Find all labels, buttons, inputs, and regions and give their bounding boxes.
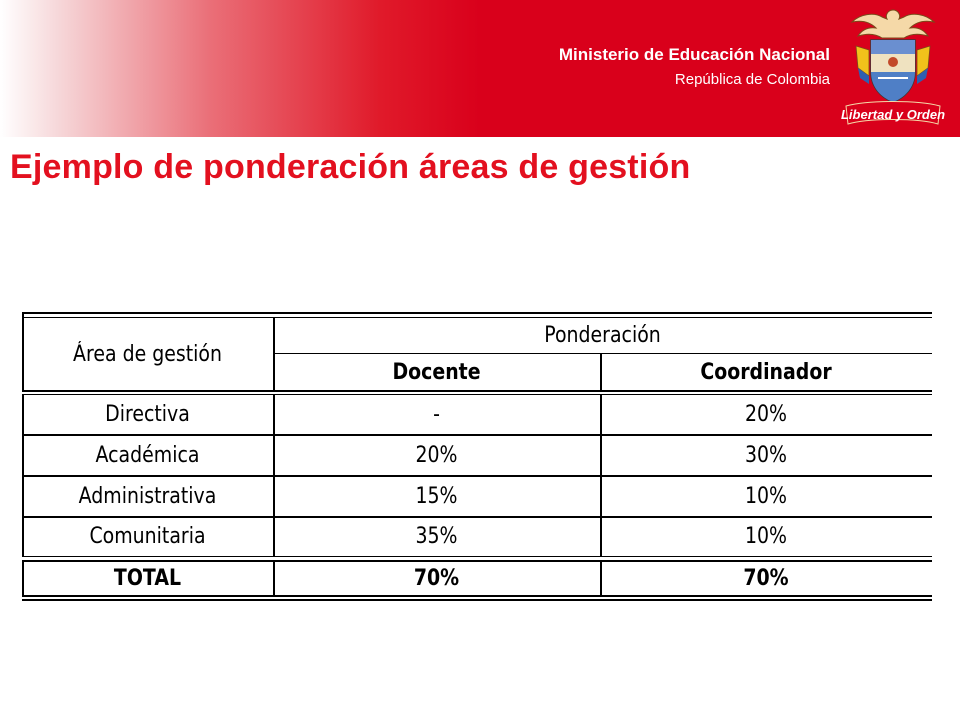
area-cell: Académica [95,442,200,468]
emblem-motto: Libertad y Orden [840,107,946,122]
header-banner: Ministerio de Educación Nacional Repúbli… [0,0,960,137]
row-divider [22,475,932,477]
area-column-divider [273,560,275,595]
docente-cell: 20% [415,442,458,468]
ponderacion-header: Ponderación [544,323,661,348]
coat-of-arms-icon [845,9,941,125]
area-cell: Administrativa [78,483,217,509]
area-header: Área de gestión [73,341,222,367]
total-top-border-inner [22,560,932,562]
area-cell: Directiva [105,402,190,427]
left-border [22,560,24,595]
coordinador-cell: 20% [744,402,788,427]
row-divider [22,434,932,436]
coordinador-cell: 30% [744,442,788,468]
left-border [22,394,24,556]
total-label: TOTAL [113,565,182,591]
area-column-divider [273,394,275,556]
ministry-name: Ministerio de Educación Nacional [558,45,830,64]
total-coordinador: 70% [743,565,789,591]
coordinador-cell: 10% [744,524,788,549]
coordinador-cell: 10% [744,483,788,509]
page-title: Ejemplo de ponderación áreas de gestión [10,148,691,186]
coordinador-header: Coordinador [700,359,832,385]
header-bottom-border [22,390,932,392]
docente-cell: 35% [415,524,458,549]
docente-column-divider [600,353,602,390]
header-bottom-border-inner [22,394,932,395]
table-bottom-border [22,595,932,597]
ponderacion-divider [273,353,932,354]
left-border [22,312,24,390]
docente-column-divider [600,560,602,595]
total-docente: 70% [413,565,460,591]
country-name: República de Colombia [674,71,830,88]
table-bottom-border-inner [22,599,932,601]
docente-column-divider [600,394,602,556]
docente-cell: 15% [415,483,458,509]
table-top-border [22,312,932,314]
total-top-border [22,556,932,557]
row-divider [22,516,932,518]
area-cell: Comunitaria [89,524,206,549]
table-top-border-inner [22,317,932,318]
ministry-block: Ministerio de Educación Nacional Repúbli… [559,44,830,90]
docente-cell: - [433,402,440,427]
weighting-table: Área de gestión Ponderación Docente Coor… [22,312,932,602]
docente-header: Docente [392,359,481,385]
area-column-divider [273,317,275,390]
